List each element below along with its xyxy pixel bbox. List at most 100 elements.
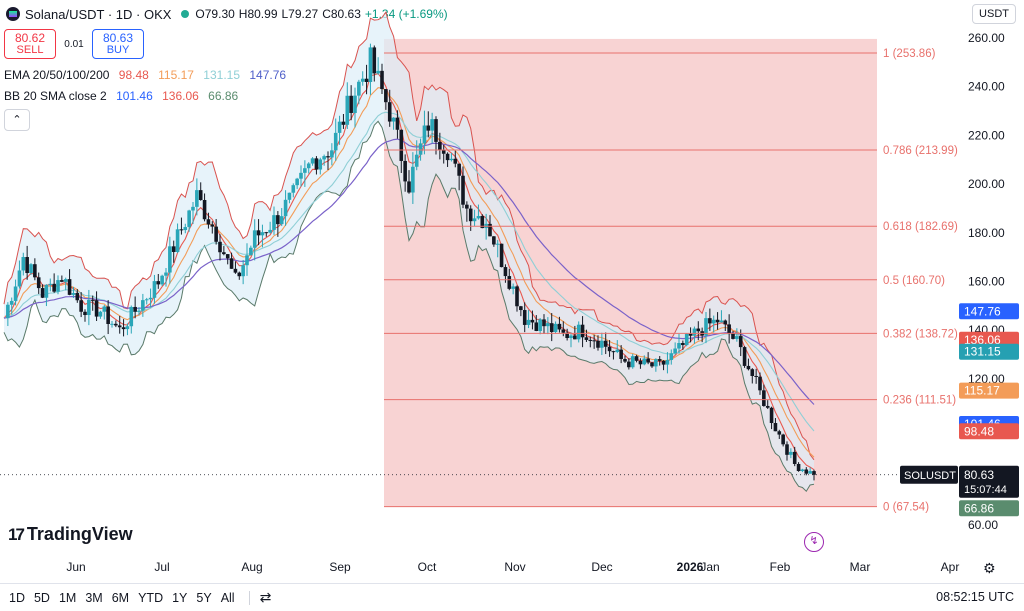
candle-body <box>13 286 18 301</box>
candle-body <box>225 254 230 259</box>
candle-body <box>67 279 72 295</box>
bb-legend[interactable]: BB 20 SMA close 2 101.46 136.06 66.86 <box>4 89 244 103</box>
candle-body <box>738 336 743 348</box>
candle-body <box>90 299 95 301</box>
candle-body <box>468 208 473 222</box>
candle-body <box>434 119 438 142</box>
candle-body <box>549 323 554 332</box>
candle-body <box>742 347 747 366</box>
currency-selector[interactable]: USDT <box>972 4 1016 24</box>
candle-body <box>488 223 492 237</box>
settings-gear-icon[interactable]: ⚙ <box>983 560 996 576</box>
timeframe-ytd[interactable]: YTD <box>138 590 164 605</box>
candle-body <box>56 280 60 292</box>
candle-body <box>175 229 180 252</box>
candle-body <box>449 158 454 161</box>
candle-body <box>160 275 164 285</box>
x-tick-label: 2026 <box>677 560 704 574</box>
candle-body <box>611 351 616 353</box>
candle-body <box>457 163 461 176</box>
candle-body <box>326 156 330 158</box>
sell-button[interactable]: 80.62 SELL <box>4 29 56 59</box>
buy-button[interactable]: 80.63 BUY <box>92 29 144 59</box>
candle-body <box>800 469 805 472</box>
candle-body <box>44 284 49 298</box>
candle-body <box>711 319 716 324</box>
candle-body <box>538 319 542 331</box>
candle-body <box>495 243 500 245</box>
timeframe-3m[interactable]: 3M <box>85 590 103 605</box>
candle-body <box>83 311 87 316</box>
utc-clock[interactable]: 08:52:15 UTC <box>936 590 1014 604</box>
fib-label: 0.382 (138.72) <box>883 328 958 340</box>
candle-body <box>576 324 581 340</box>
fib-label: 0 (67.54) <box>883 502 929 514</box>
candle-body <box>403 160 407 182</box>
candle-body <box>9 300 14 305</box>
candle-body <box>499 243 504 268</box>
y-tick-label: 260.00 <box>968 31 1005 45</box>
x-tick-label: Sep <box>329 560 351 574</box>
candle-body <box>79 300 83 312</box>
candle-body <box>465 204 469 209</box>
candle-body <box>634 356 639 361</box>
candle-body <box>569 335 573 339</box>
candle-body <box>318 159 323 170</box>
candle-body <box>241 265 245 277</box>
ema100-value: 131.15 <box>203 68 240 82</box>
ema-legend[interactable]: EMA 20/50/100/200 98.48 115.17 131.15 14… <box>4 68 292 82</box>
date-range-icon[interactable]: ⇄ <box>259 589 272 605</box>
candle-body <box>704 318 708 336</box>
timezone-events-icon[interactable]: ↯ <box>804 532 824 552</box>
candle-body <box>283 199 288 217</box>
candle-body <box>615 349 620 352</box>
symbol-title[interactable]: Solana/USDT · 1D · OKX <box>25 6 172 22</box>
candle-body <box>299 172 303 179</box>
candle-body <box>137 310 141 312</box>
candle-body <box>17 270 22 287</box>
toolbar-divider <box>248 590 250 605</box>
timeframe-5y[interactable]: 5Y <box>196 590 212 605</box>
brand-name: TradingView <box>26 524 133 544</box>
candle-body <box>627 361 631 368</box>
sell-label: SELL <box>16 44 44 56</box>
candle-body <box>754 375 758 377</box>
candle-body <box>642 358 647 365</box>
candle-body <box>430 119 434 131</box>
candle-body <box>669 353 674 360</box>
candle-body <box>237 272 242 277</box>
timeframe-6m[interactable]: 6M <box>111 590 130 605</box>
ohlc-high: H80.99 <box>238 7 278 21</box>
candle-body <box>503 267 508 277</box>
candle-body <box>785 444 789 455</box>
candle-body <box>380 70 384 90</box>
candle-body <box>191 206 195 211</box>
candle-body <box>202 200 207 220</box>
candle-body <box>522 310 527 325</box>
candle-body <box>461 175 465 205</box>
timeframe-1m[interactable]: 1M <box>58 590 77 605</box>
candle-body <box>333 132 338 151</box>
candle-body <box>210 224 215 227</box>
timeframe-1y[interactable]: 1Y <box>172 590 188 605</box>
candle-body <box>179 229 184 231</box>
candle-body <box>279 216 284 225</box>
candle-body <box>692 328 697 336</box>
bottom-toolbar: 1D 5D 1M 3M 6M YTD 1Y 5Y All ⇄ 08:52:15 … <box>0 583 1024 611</box>
price-tag <box>959 382 1019 399</box>
candle-body <box>287 192 292 200</box>
timeframe-5d[interactable]: 5D <box>33 590 50 605</box>
ema200-value: 147.76 <box>249 68 287 82</box>
x-tick-label: Mar <box>850 560 871 574</box>
timeframe-all[interactable]: All <box>220 590 235 605</box>
price-chart[interactable]: 1 (253.86) 0.786 (213.99) 0.618 (182.69) 0.… <box>0 0 1024 583</box>
candle-body <box>561 329 566 333</box>
current-price-tag <box>959 465 1019 498</box>
x-tick-label: Feb <box>770 560 791 574</box>
collapse-legend-button[interactable]: ⌃ <box>4 109 30 131</box>
timeframe-1d[interactable]: 1D <box>9 590 25 605</box>
candle-body <box>133 306 137 312</box>
price-tag-label: 136.06 <box>964 333 1001 347</box>
candle-body <box>781 434 785 445</box>
candle-body <box>129 306 134 327</box>
